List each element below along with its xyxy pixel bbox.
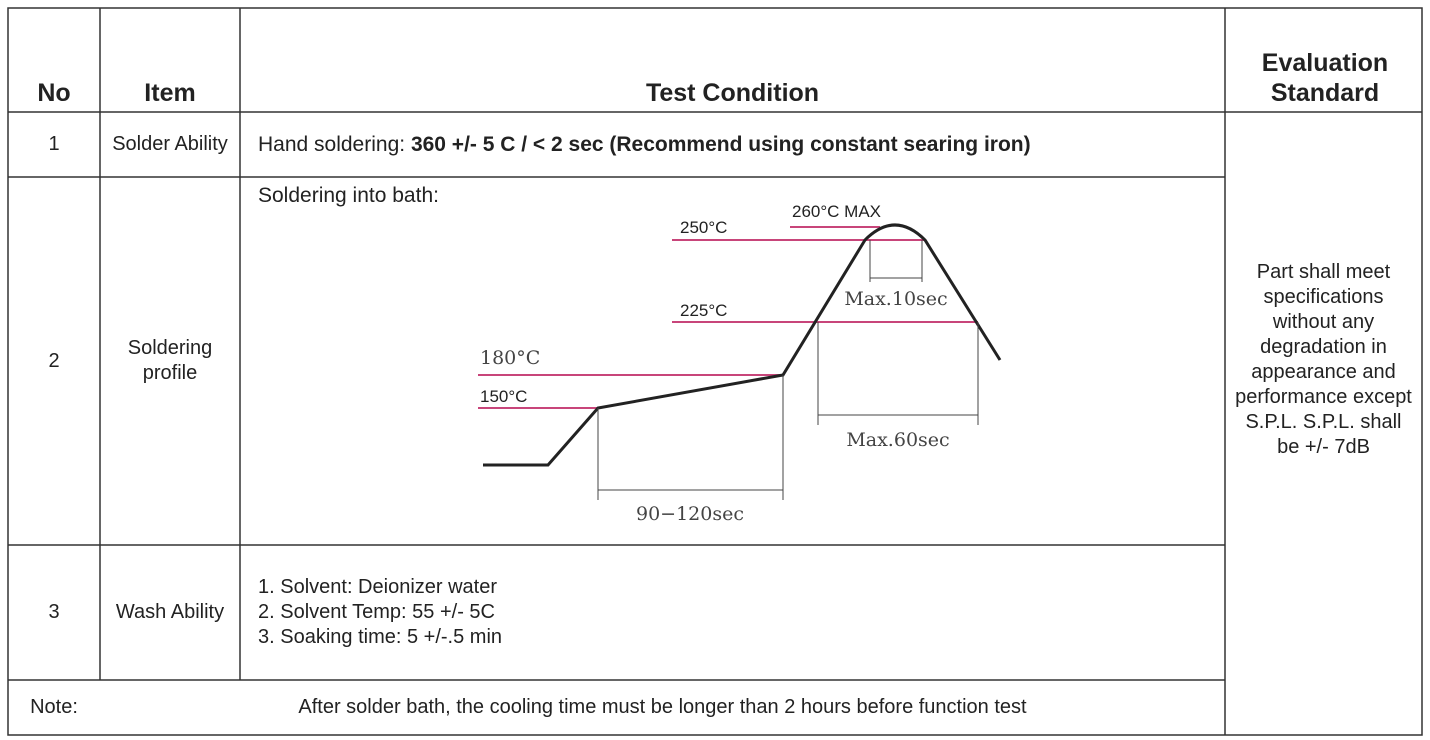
text: 3. Soaking time: 5 +/-.5 min: [258, 626, 503, 648]
row-item: Wash Ability: [115, 601, 225, 623]
label: 250°C: [680, 218, 727, 237]
profile-diagram: 260°C MAX 250°C 225°C 180°C 150°C Max.10…: [478, 202, 1002, 525]
header-condition: Test Condition: [645, 79, 820, 107]
header-evaluation: Evaluation Standard: [1261, 49, 1389, 107]
row-item: Solder Ability: [112, 133, 228, 155]
row-item: Soldering profile: [127, 337, 213, 384]
row-no: 1: [48, 133, 60, 155]
row-condition: Hand soldering: 360 +/- 5 C / < 2 sec (R…: [258, 112, 1208, 177]
label: 180°C: [480, 347, 540, 369]
label: Max.60sec: [846, 429, 949, 451]
row-no: 3: [48, 601, 60, 623]
text: Hand soldering:: [258, 133, 411, 156]
label: 90−120sec: [636, 503, 744, 525]
text: 360 +/- 5 C / < 2 sec (Recommend using c…: [410, 133, 1031, 156]
label: 225°C: [680, 301, 727, 320]
header-item: Item: [144, 79, 196, 107]
row-no: 2: [48, 349, 60, 372]
text: 2. Solvent Temp: 55 +/- 5C: [258, 601, 495, 623]
row-condition: 1. Solvent: Deionizer water 2. Solvent T…: [258, 545, 1208, 680]
label: Max.10sec: [844, 288, 947, 310]
row-condition: Soldering into bath:: [258, 183, 439, 207]
label: 260°C MAX: [792, 202, 881, 221]
note-text: After solder bath, the cooling time must…: [298, 696, 1027, 718]
text: 1. Solvent: Deionizer water: [258, 576, 498, 598]
header-no: No: [37, 79, 71, 107]
label: 150°C: [480, 387, 527, 406]
evaluation: Part shall meet specifications without a…: [1235, 261, 1412, 458]
note-label: Note:: [30, 696, 78, 718]
